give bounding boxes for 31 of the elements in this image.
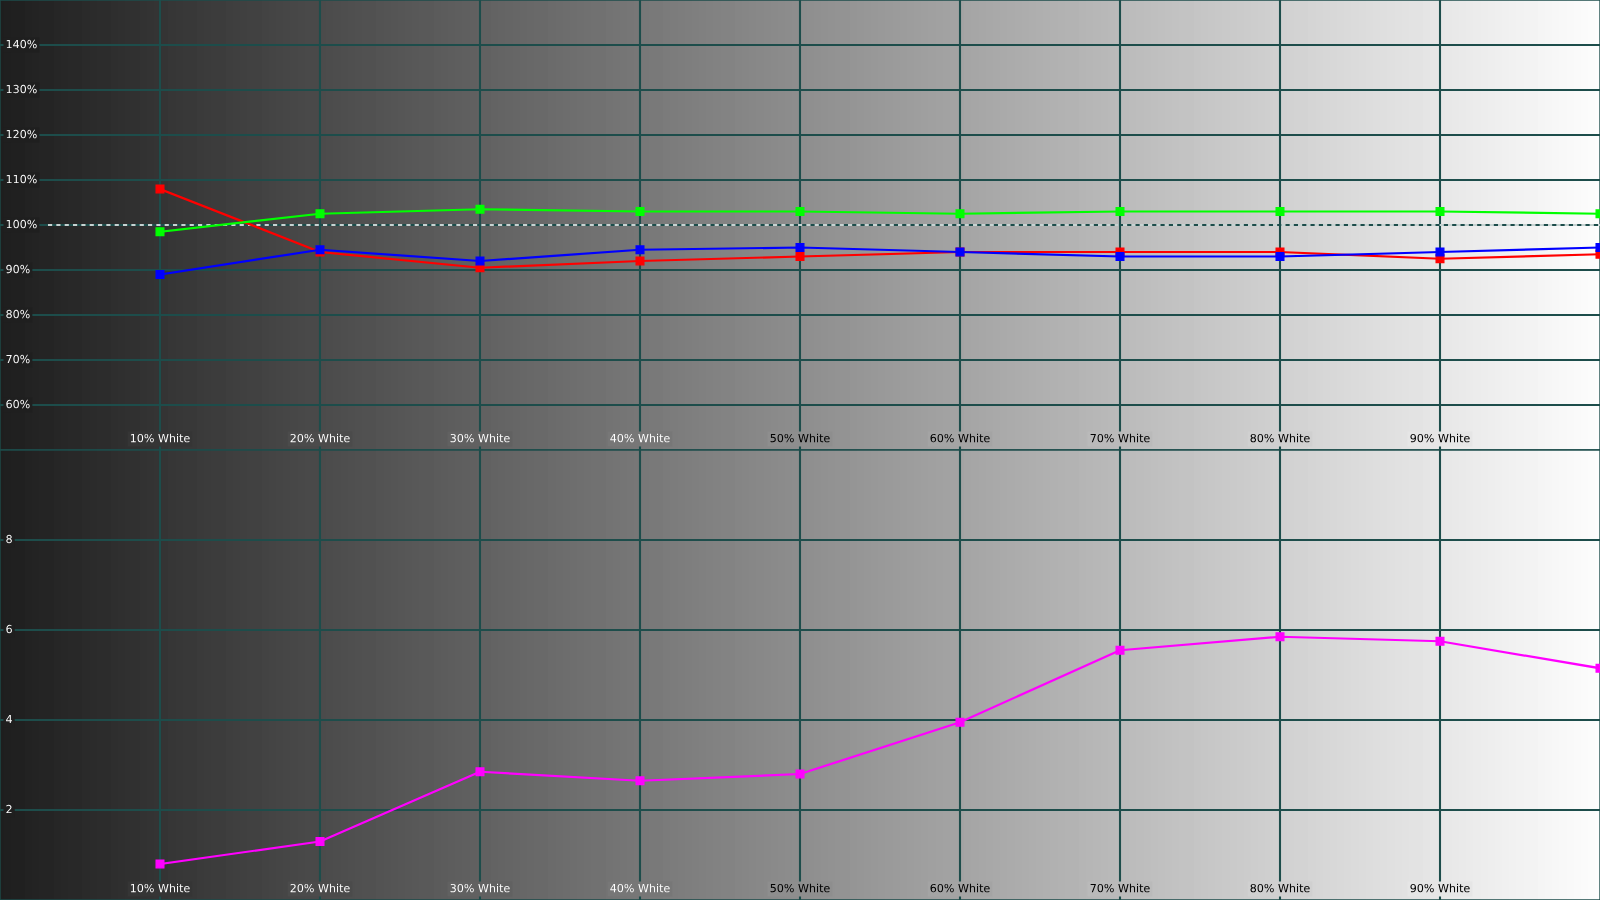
- y-tick-label: 100%: [6, 219, 37, 229]
- y-tick-label: 90%: [6, 264, 30, 274]
- y-tick-label: 6: [6, 624, 12, 634]
- x-tick-label: 90% White: [1410, 433, 1470, 443]
- y-tick-label: 8: [6, 534, 12, 544]
- x-tick-label: 40% White: [610, 883, 670, 893]
- x-tick-label: 50% White: [770, 883, 830, 893]
- x-tick-label: 10% White: [130, 883, 190, 893]
- x-tick-label: 70% White: [1090, 883, 1150, 893]
- x-tick-label: 60% White: [930, 883, 990, 893]
- y-tick-label: 130%: [6, 84, 37, 94]
- x-tick-label: 20% White: [290, 433, 350, 443]
- x-tick-label: 20% White: [290, 883, 350, 893]
- y-tick-label: 110%: [6, 174, 37, 184]
- x-tick-label: 50% White: [770, 433, 830, 443]
- y-tick-label: 70%: [6, 354, 30, 364]
- x-tick-label: 10% White: [130, 433, 190, 443]
- x-tick-label: 30% White: [450, 433, 510, 443]
- x-tick-label: 70% White: [1090, 433, 1150, 443]
- y-tick-label: 60%: [6, 399, 30, 409]
- y-tick-label: 2: [6, 804, 12, 814]
- x-tick-label: 30% White: [450, 883, 510, 893]
- y-tick-label: 140%: [6, 39, 37, 49]
- x-tick-label: 80% White: [1250, 883, 1310, 893]
- x-tick-label: 80% White: [1250, 433, 1310, 443]
- y-tick-label: 80%: [6, 309, 30, 319]
- x-tick-label: 90% White: [1410, 883, 1470, 893]
- x-tick-label: 40% White: [610, 433, 670, 443]
- y-tick-label: 120%: [6, 129, 37, 139]
- x-tick-label: 60% White: [930, 433, 990, 443]
- y-tick-label: 4: [6, 714, 12, 724]
